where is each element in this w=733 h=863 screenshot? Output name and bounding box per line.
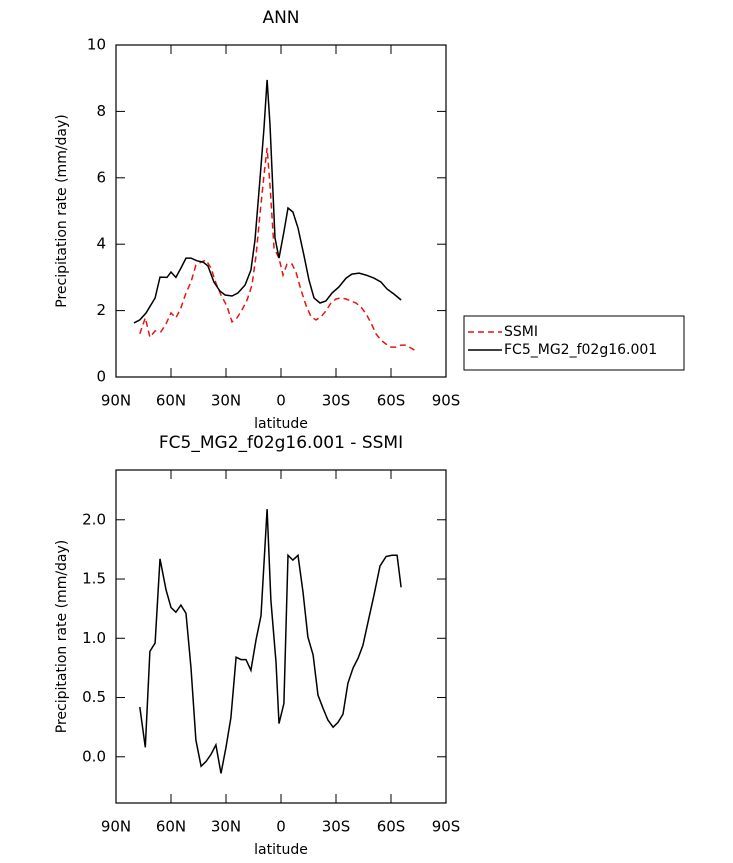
data-line <box>139 509 402 774</box>
x-tick-label: 30N <box>211 818 241 836</box>
x-tick-label: 90S <box>432 392 461 410</box>
legend-box <box>463 315 685 371</box>
legend-label: FC5_MG2_f02g16.001 <box>504 342 657 358</box>
chart-title: FC5_MG2_f02g16.001 - SSMI <box>159 433 403 453</box>
x-axis-label: latitude <box>254 842 308 858</box>
y-tick-label: 0.5 <box>82 688 106 706</box>
x-axis-label: latitude <box>254 416 308 432</box>
x-tick-label: 90N <box>101 392 131 410</box>
y-tick-label: 8 <box>96 102 106 120</box>
y-tick-label: 2 <box>96 301 106 319</box>
y-tick-label: 0.0 <box>82 747 106 765</box>
y-tick-label: 6 <box>96 168 106 186</box>
chart-title: ANN <box>262 8 299 28</box>
x-tick-label: 60S <box>377 392 406 410</box>
y-tick-label: 1.0 <box>82 629 106 647</box>
y-tick-label: 2.0 <box>82 510 106 528</box>
x-tick-label: 60S <box>377 818 406 836</box>
y-tick-label: 10 <box>87 36 106 54</box>
x-tick-label: 30N <box>211 392 241 410</box>
y-tick-label: 0 <box>96 368 106 386</box>
data-line <box>139 147 417 352</box>
data-line <box>133 79 402 324</box>
x-tick-label: 90S <box>432 818 461 836</box>
x-tick-label: 30S <box>322 392 351 410</box>
y-tick-label: 4 <box>96 235 106 253</box>
x-tick-label: 60N <box>156 392 186 410</box>
x-tick-label: 0 <box>276 818 286 836</box>
plot-frame <box>115 469 447 804</box>
x-tick-label: 60N <box>156 818 186 836</box>
x-tick-label: 30S <box>322 818 351 836</box>
y-axis-label: Precipitation rate (mm/day) <box>54 540 70 734</box>
plot-frame <box>115 44 447 378</box>
y-axis-label: Precipitation rate (mm/day) <box>54 114 70 308</box>
legend-label: SSMI <box>504 324 538 340</box>
y-tick-label: 1.5 <box>82 570 106 588</box>
x-tick-label: 90N <box>101 818 131 836</box>
x-tick-label: 0 <box>276 392 286 410</box>
